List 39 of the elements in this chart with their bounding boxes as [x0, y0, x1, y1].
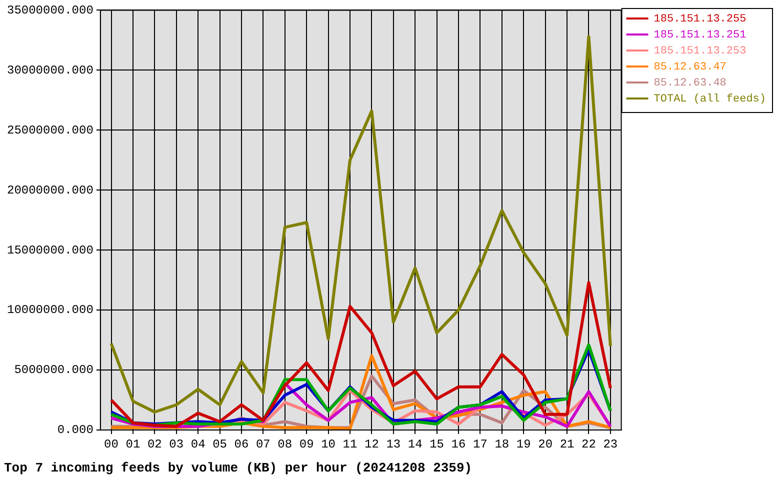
- y-tick-label: 0.000: [57, 423, 94, 438]
- y-tick-label: 35000000.000: [6, 3, 94, 18]
- x-tick-label: 07: [256, 437, 270, 452]
- x-tick-label: 08: [278, 437, 292, 452]
- x-tick-label: 15: [430, 437, 444, 452]
- x-tick-label: 02: [147, 437, 162, 452]
- x-tick-label: 10: [321, 437, 336, 452]
- x-tick-label: 09: [299, 437, 314, 452]
- x-tick-label: 18: [494, 437, 510, 452]
- x-tick-label: 14: [408, 437, 422, 452]
- x-tick-label: 23: [603, 437, 618, 452]
- x-tick-label: 21: [560, 437, 574, 452]
- x-tick-label: 03: [169, 437, 184, 452]
- y-tick-label: 15000000.000: [6, 243, 94, 258]
- x-tick-label: 20: [538, 437, 553, 452]
- x-tick-label: 05: [212, 437, 227, 452]
- legend-label: TOTAL (all feeds): [654, 93, 766, 106]
- x-tick-label: 17: [473, 437, 488, 452]
- x-tick-label: 22: [582, 437, 596, 452]
- x-tick-label: 12: [364, 437, 379, 452]
- x-tick-label: 16: [451, 437, 466, 452]
- y-tick-label: 10000000.000: [6, 303, 94, 318]
- y-tick-label: 30000000.000: [6, 63, 94, 78]
- x-tick-label: 11: [342, 437, 358, 452]
- legend-label: 85.12.63.48: [654, 77, 726, 90]
- x-tick-label: 19: [516, 437, 531, 452]
- x-tick-label: 13: [386, 437, 401, 452]
- legend-label: 185.151.13.251: [654, 29, 747, 42]
- x-tick-label: 04: [190, 437, 206, 452]
- y-tick-label: 5000000.000: [14, 363, 94, 378]
- text: Top 7 incoming feeds by volume (KB) per hour (20241208 2359): [4, 460, 472, 476]
- x-tick-label: 00: [104, 437, 118, 452]
- legend-label: 185.151.13.253: [654, 45, 746, 58]
- x-tick-label: 06: [234, 437, 249, 452]
- y-tick-label: 25000000.000: [6, 123, 94, 138]
- x-tick-label: 01: [126, 437, 140, 452]
- legend-label: 85.12.63.47: [654, 61, 726, 74]
- legend-label: 185.151.13.255: [654, 13, 746, 26]
- y-tick-label: 20000000.000: [6, 183, 94, 198]
